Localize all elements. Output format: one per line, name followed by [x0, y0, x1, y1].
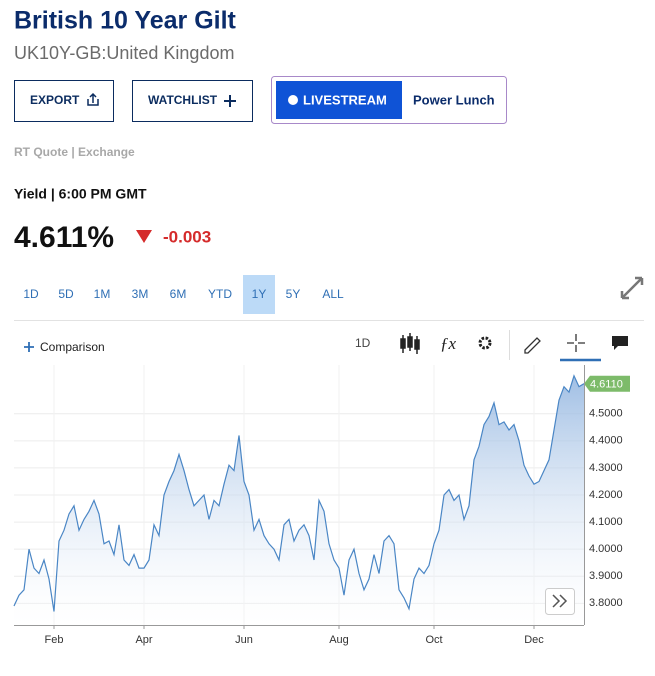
show-name: Power Lunch — [413, 92, 495, 107]
subtitle: UK10Y-GB:United Kingdom — [14, 43, 234, 63]
title: British 10 Year Gilt — [14, 7, 237, 35]
area — [14, 375, 584, 625]
expand-icon[interactable] — [620, 276, 644, 300]
quote-last: 4.611% — [14, 221, 114, 254]
comparison-plus[interactable] — [24, 342, 34, 352]
x-tick-label: Apr — [135, 634, 152, 646]
x-tick-label: Jun — [235, 634, 253, 646]
range-tab[interactable]: 1M — [94, 287, 111, 301]
y-tick-label: 4.5000 — [589, 408, 623, 420]
scroll-icon — [552, 594, 568, 608]
down-arrow — [136, 230, 152, 243]
range-tab[interactable]: 5D — [58, 287, 74, 301]
line — [13, 374, 585, 612]
y-tick-label: 4.4000 — [589, 435, 623, 447]
range-tab[interactable]: 1Y — [252, 287, 267, 301]
comment-icon[interactable] — [612, 336, 628, 350]
scroll-button[interactable] — [545, 588, 575, 615]
live-dot — [288, 95, 298, 105]
y-tick-label: 4.2000 — [589, 489, 623, 501]
y-tick-label: 3.8000 — [589, 597, 623, 609]
x-tick-label: Oct — [425, 634, 442, 646]
livestream-label: LIVESTREAM — [303, 92, 387, 107]
y-tick-label: 4.3000 — [589, 462, 623, 474]
export-button[interactable] — [14, 80, 114, 122]
selected-range — [243, 275, 275, 314]
range-tab[interactable]: 5Y — [286, 287, 301, 301]
y-tick-label: 4.0000 — [589, 543, 623, 555]
range-tab[interactable]: YTD — [208, 287, 232, 301]
watchlist-label: WATCHLIST — [148, 93, 218, 107]
quote-label: Yield | 6:00 PM GMT — [14, 186, 147, 202]
draw-icon[interactable] — [524, 337, 541, 354]
range-tab[interactable]: 6M — [170, 287, 187, 301]
fx-icon[interactable]: ƒx — [440, 334, 457, 353]
settings-icon[interactable] — [478, 336, 492, 350]
chart: 3.8000 3.9000 4.0000 4.1000 4.2000 4.3000 4.40… — [13, 365, 630, 646]
candle-icon[interactable] — [400, 333, 420, 354]
range-tab[interactable]: 1D — [23, 287, 39, 301]
last-label: 4.6110 — [590, 379, 623, 391]
x-tick-label: Dec — [524, 634, 544, 646]
export-icon — [87, 92, 99, 106]
x-tick-label: Aug — [329, 634, 349, 646]
export-label: EXPORT — [30, 93, 80, 107]
range-tab[interactable]: 3M — [132, 287, 149, 301]
interval[interactable]: 1D — [355, 336, 371, 350]
quote-change: -0.003 — [163, 227, 211, 246]
crosshair-icon[interactable] — [567, 334, 585, 352]
y-tick-label: 3.9000 — [589, 570, 623, 582]
y-tick-label: 4.1000 — [589, 516, 623, 528]
x-tick-label: Feb — [45, 634, 64, 646]
last-tag — [584, 375, 630, 392]
comparison-label[interactable]: Comparison — [40, 340, 105, 354]
range-tab[interactable]: ALL — [322, 287, 344, 301]
source: RT Quote | Exchange — [14, 145, 135, 159]
plus-icon — [224, 95, 236, 107]
